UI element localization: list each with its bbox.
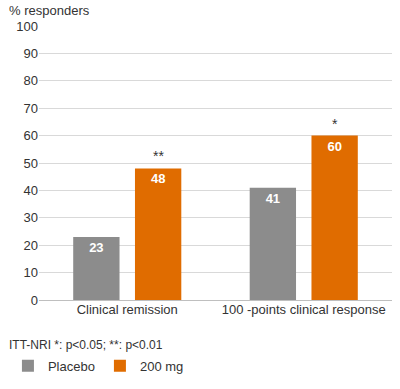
svg-text:30: 30 (24, 210, 38, 225)
svg-text:100 -points clinical response: 100 -points clinical response (222, 302, 386, 317)
svg-text:Clinical remission: Clinical remission (77, 302, 178, 317)
svg-text:50: 50 (24, 156, 38, 171)
svg-text:% responders: % responders (9, 3, 90, 18)
svg-text:100: 100 (16, 19, 38, 34)
svg-text:ITT-NRI *: p<0.05; **: p<0.01: ITT-NRI *: p<0.05; **: p<0.01 (9, 338, 163, 352)
svg-text:60: 60 (327, 139, 341, 154)
svg-text:40: 40 (24, 183, 38, 198)
svg-text:80: 80 (24, 73, 38, 88)
svg-text:10: 10 (24, 265, 38, 280)
svg-text:200 mg: 200 mg (140, 359, 183, 374)
svg-text:*: * (332, 116, 338, 132)
svg-text:0: 0 (31, 293, 38, 308)
svg-text:70: 70 (24, 101, 38, 116)
svg-text:**: ** (153, 148, 164, 164)
svg-text:48: 48 (151, 171, 165, 186)
svg-text:41: 41 (266, 191, 280, 206)
svg-text:90: 90 (24, 46, 38, 61)
svg-text:60: 60 (24, 128, 38, 143)
svg-text:20: 20 (24, 238, 38, 253)
svg-text:Placebo: Placebo (48, 359, 95, 374)
svg-text:23: 23 (89, 240, 103, 255)
